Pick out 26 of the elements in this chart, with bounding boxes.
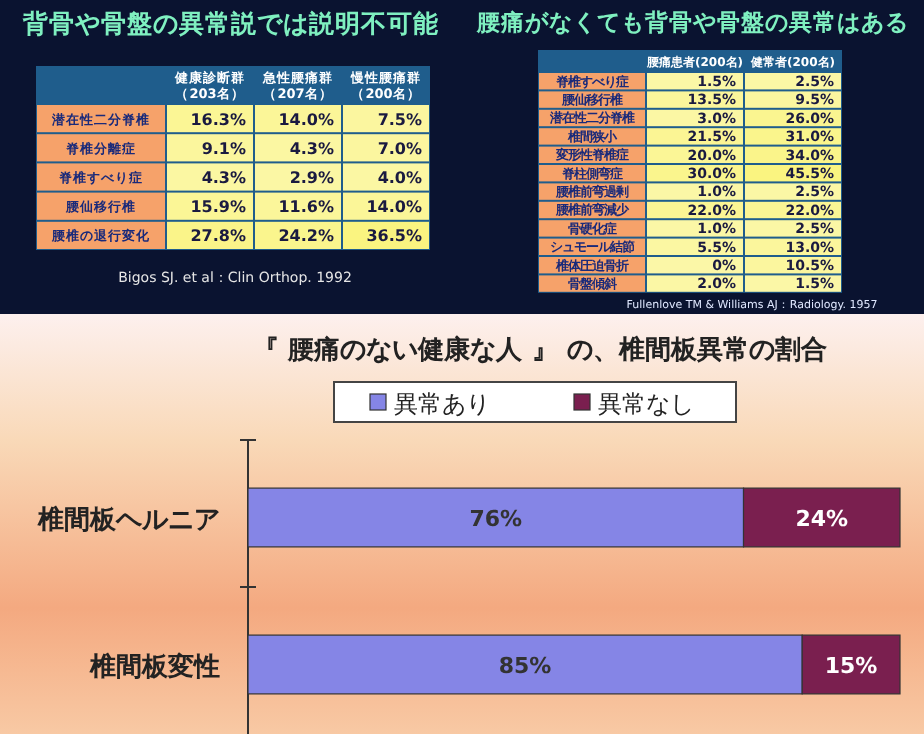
legend-label: 異常あり <box>394 390 490 418</box>
y-tick-label: 椎間板変性 <box>88 650 220 683</box>
data-label: 4.3% <box>289 139 334 158</box>
data-label: 15.9% <box>190 198 246 217</box>
data-label: 14.0% <box>278 110 334 129</box>
data-label: 85% <box>498 652 552 679</box>
chart-title: 『 腰痛のない健康な人 』 の、椎間板異常の割合 <box>253 334 827 366</box>
legend-label: 異常なし <box>598 390 694 418</box>
data-label: 7.0% <box>377 139 422 158</box>
data-label: 27.8% <box>190 227 246 246</box>
y-tick-label: 椎間板ヘルニア <box>36 503 220 536</box>
data-label: 14.0% <box>366 198 422 217</box>
chart-title: 背骨や骨盤の異常説では説明不可能 <box>21 8 441 38</box>
data-label: 16.3% <box>190 110 246 129</box>
data-label: 36.5% <box>366 227 422 246</box>
data-label: 15% <box>824 652 878 679</box>
data-label: 24.2% <box>278 227 334 246</box>
data-label: 2.9% <box>289 169 334 187</box>
data-label: 76% <box>469 505 523 532</box>
chart-title: 腰痛がなくても背骨や骨盤の異常はある <box>475 8 909 36</box>
data-label: 9.1% <box>201 139 246 158</box>
data-label: 11.6% <box>278 198 334 217</box>
data-label: 4.3% <box>201 169 246 187</box>
data-label: 4.0% <box>377 169 422 187</box>
data-label: 7.5% <box>377 110 422 129</box>
data-label: 24% <box>795 505 849 532</box>
